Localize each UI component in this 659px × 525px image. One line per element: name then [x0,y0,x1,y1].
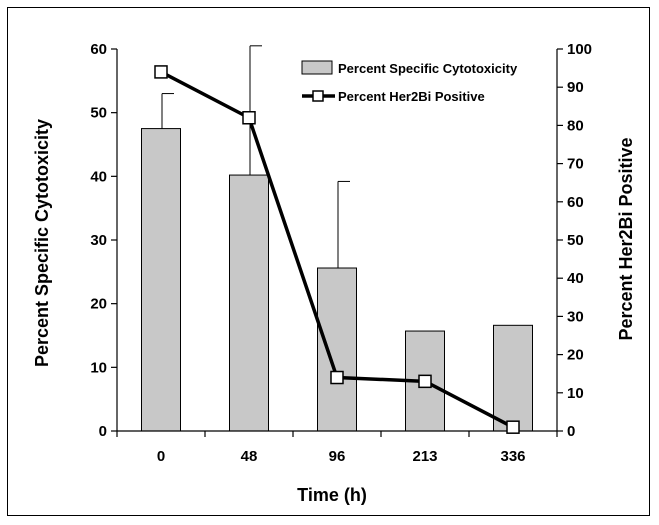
legend-label-her2bi: Percent Her2Bi Positive [338,89,485,104]
marker-her2bi-96 [330,370,344,385]
x-axis-label: Time (h) [297,485,367,505]
y-tick-label-right: 90 [567,79,584,96]
marker-her2bi-0 [154,65,168,79]
y-tick-label-left: 30 [90,232,107,249]
y-tick-label-right: 80 [567,117,584,134]
x-tick-label-96: 96 [329,448,346,465]
y-tick-label-left: 10 [90,359,107,376]
legend-marker-her2bi [312,90,324,102]
marker-her2bi-48 [242,111,256,125]
legend-swatch-cytotoxicity [301,60,333,75]
bar-0 [141,128,181,432]
y-tick-label-right: 100 [567,41,592,58]
legend-label-cytotoxicity: Percent Specific Cytotoxicity [338,61,518,76]
x-tick-label-336: 336 [500,448,525,465]
y-axis-label-left: Percent Specific Cytotoxicity [32,119,52,367]
y-tick-label-right: 60 [567,194,584,211]
marker-her2bi-213 [418,374,432,389]
y-tick-label-right: 70 [567,156,584,173]
marker-her2bi-336 [506,420,520,434]
bar-336 [493,324,533,432]
x-tick-label-213: 213 [412,448,437,465]
y-tick-label-right: 0 [567,423,575,440]
y-tick-label-right: 30 [567,308,584,325]
y-tick-label-left: 0 [99,423,107,440]
y-tick-label-left: 40 [90,168,107,185]
x-tick-label-0: 0 [157,448,165,465]
x-tick-label-48: 48 [241,448,258,465]
y-tick-label-right: 20 [567,347,584,364]
legend: Percent Specific Cytotoxicity Percent He… [301,60,518,104]
y-tick-label-right: 10 [567,385,584,402]
bar-48 [229,174,269,432]
y-tick-label-left: 20 [90,296,107,313]
y-tick-label-left: 50 [90,105,107,122]
bar-96 [317,267,357,432]
y-tick-label-right: 50 [567,232,584,249]
y-axis-label-right: Percent Her2Bi Positive [616,137,636,340]
chart-frame [7,7,650,516]
y-tick-label-right: 40 [567,270,584,287]
y-tick-label-left: 60 [90,41,107,58]
